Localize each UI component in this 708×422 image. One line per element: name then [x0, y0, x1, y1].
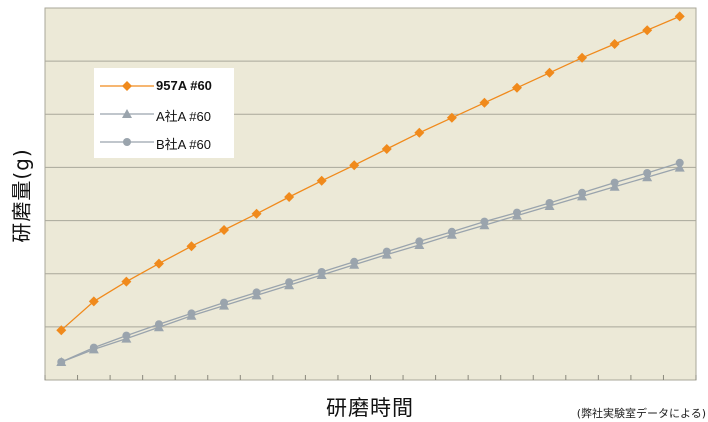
data-source-note: (弊社実験室データによる) [576, 407, 706, 420]
data-point [545, 199, 554, 207]
data-point [512, 208, 521, 217]
data-point [511, 82, 522, 93]
y-axis-label-wrap: 研磨量(g) [0, 10, 40, 380]
legend-label-b-company: B社A #60 [156, 137, 211, 152]
data-point [674, 11, 685, 22]
data-point [153, 258, 164, 269]
data-point [479, 97, 490, 108]
plot-area [44, 7, 697, 381]
data-point [414, 127, 425, 138]
x-axis-label: 研磨時間 [326, 396, 414, 420]
legend-swatch-b-company [100, 138, 154, 146]
data-point [381, 144, 392, 154]
data-point [56, 325, 67, 336]
data-point [643, 169, 652, 177]
data-point [382, 247, 391, 256]
data-point [220, 298, 229, 307]
legend-item-957a: 957A #60 [94, 76, 234, 96]
data-point [252, 288, 261, 297]
data-point [122, 331, 131, 340]
data-point [350, 257, 359, 266]
legend-swatch-957a [100, 81, 154, 91]
data-point [154, 320, 163, 329]
series-layer [56, 11, 685, 366]
data-point [446, 112, 457, 123]
series-line [60, 15, 680, 331]
data-point [577, 52, 588, 63]
series-0 [56, 11, 685, 336]
data-point [121, 276, 132, 287]
data-point [544, 67, 555, 78]
data-point [609, 39, 620, 49]
legend-item-b-company: B社A #60 [94, 132, 234, 152]
data-point [578, 188, 587, 197]
x-ticks [44, 375, 697, 380]
series-line [61, 162, 680, 363]
legend-label-957a: 957A #60 [156, 78, 212, 93]
data-point [674, 162, 685, 172]
legend-label-a-company: A社A #60 [156, 109, 211, 124]
data-point [285, 278, 294, 287]
data-point [187, 309, 196, 318]
data-point [186, 241, 197, 252]
data-point [447, 227, 456, 236]
data-point [57, 358, 66, 366]
data-point [349, 160, 360, 171]
data-point [480, 217, 489, 226]
series-line [61, 166, 680, 363]
legend-swatch-a-company [100, 109, 154, 118]
data-point [89, 343, 98, 352]
data-point [415, 237, 424, 246]
data-point [316, 175, 327, 186]
data-point [219, 225, 230, 235]
data-point [642, 25, 653, 36]
data-point [675, 158, 684, 167]
data-point [88, 296, 99, 307]
data-point [317, 268, 326, 276]
legend-item-a-company: A社A #60 [94, 104, 234, 124]
series-2 [57, 158, 684, 366]
legend: 957A #60 A社A #60 B社A #60 [94, 68, 234, 158]
y-axis-label: 研磨量(g) [9, 147, 34, 243]
data-point [610, 178, 619, 187]
data-point [251, 208, 262, 219]
data-point [284, 192, 295, 202]
